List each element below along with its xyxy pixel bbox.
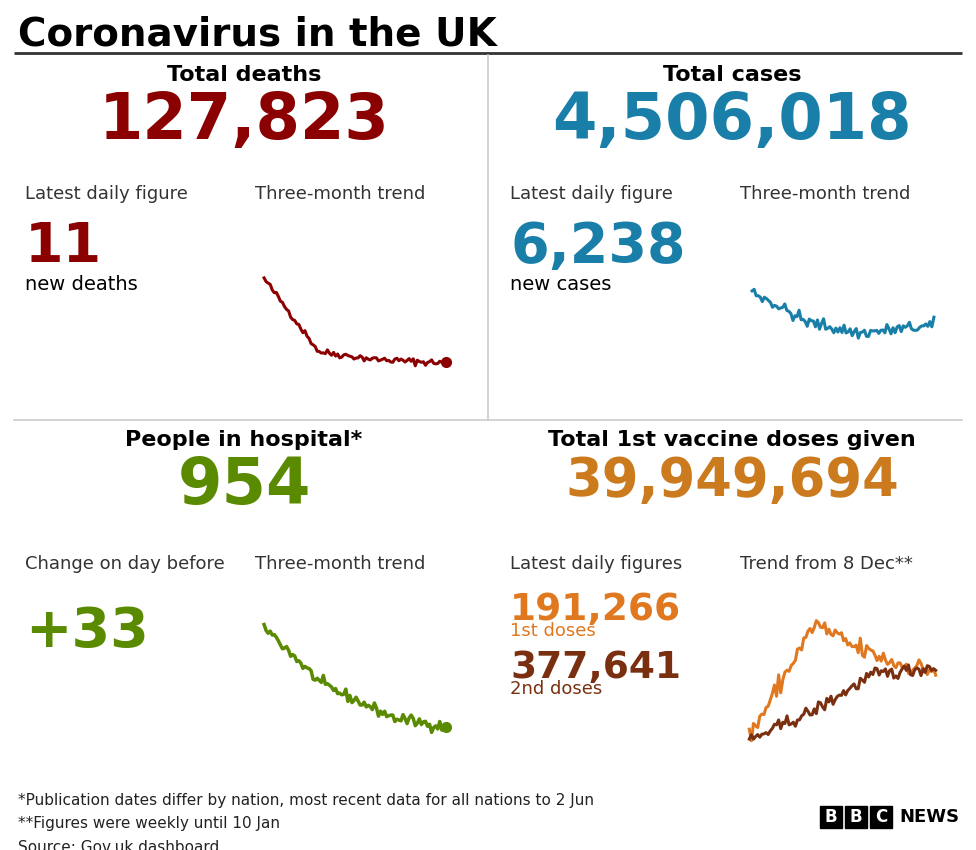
Text: Total cases: Total cases [663,65,801,85]
Text: Total deaths: Total deaths [167,65,321,85]
Text: Three-month trend: Three-month trend [255,185,426,203]
Text: 2nd doses: 2nd doses [510,680,602,698]
Text: new cases: new cases [510,275,611,294]
Text: 6,238: 6,238 [510,220,685,274]
Text: B: B [850,808,863,826]
Text: 39,949,694: 39,949,694 [565,455,899,507]
Text: 377,641: 377,641 [510,650,681,686]
Text: 11: 11 [25,220,102,274]
Text: NEWS: NEWS [899,808,959,826]
Text: Three-month trend: Three-month trend [740,185,911,203]
Text: +33: +33 [25,605,148,659]
Text: 191,266: 191,266 [510,592,681,628]
Bar [845,806,867,828]
Text: Three-month trend: Three-month trend [255,555,426,573]
Text: Latest daily figure: Latest daily figure [510,185,672,203]
Text: 1st doses: 1st doses [510,622,595,640]
Text: 127,823: 127,823 [99,90,389,152]
Text: Change on day before: Change on day before [25,555,224,573]
Text: Latest daily figure: Latest daily figure [25,185,187,203]
Bar [870,806,892,828]
Text: Trend from 8 Dec**: Trend from 8 Dec** [740,555,913,573]
Text: new deaths: new deaths [25,275,138,294]
Text: *Publication dates differ by nation, most recent data for all nations to 2 Jun
*: *Publication dates differ by nation, mos… [18,793,594,850]
Text: C: C [874,808,887,826]
Bar [820,806,842,828]
Text: People in hospital*: People in hospital* [125,430,363,450]
Text: Total 1st vaccine doses given: Total 1st vaccine doses given [549,430,915,450]
Text: 4,506,018: 4,506,018 [552,90,912,152]
Text: Latest daily figures: Latest daily figures [510,555,682,573]
Text: B: B [825,808,837,826]
Text: 954: 954 [178,455,310,517]
Text: Coronavirus in the UK: Coronavirus in the UK [18,15,497,53]
